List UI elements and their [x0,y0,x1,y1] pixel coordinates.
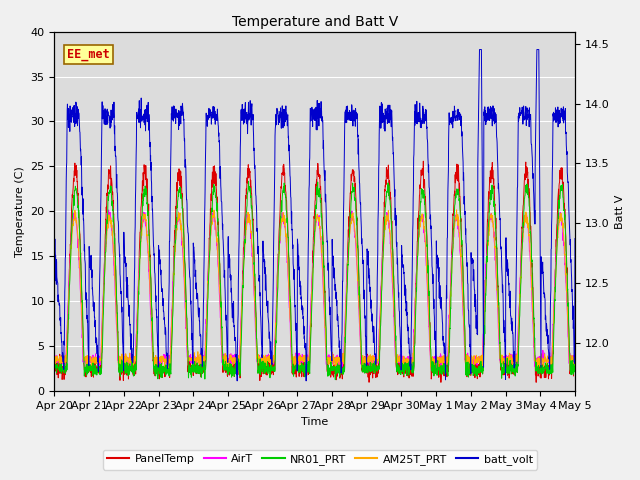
Text: EE_met: EE_met [67,48,110,61]
Y-axis label: Temperature (C): Temperature (C) [15,166,25,257]
X-axis label: Time: Time [301,417,328,427]
Legend: PanelTemp, AirT, NR01_PRT, AM25T_PRT, batt_volt: PanelTemp, AirT, NR01_PRT, AM25T_PRT, ba… [102,450,538,469]
Title: Temperature and Batt V: Temperature and Batt V [232,15,398,29]
Y-axis label: Batt V: Batt V [615,194,625,228]
